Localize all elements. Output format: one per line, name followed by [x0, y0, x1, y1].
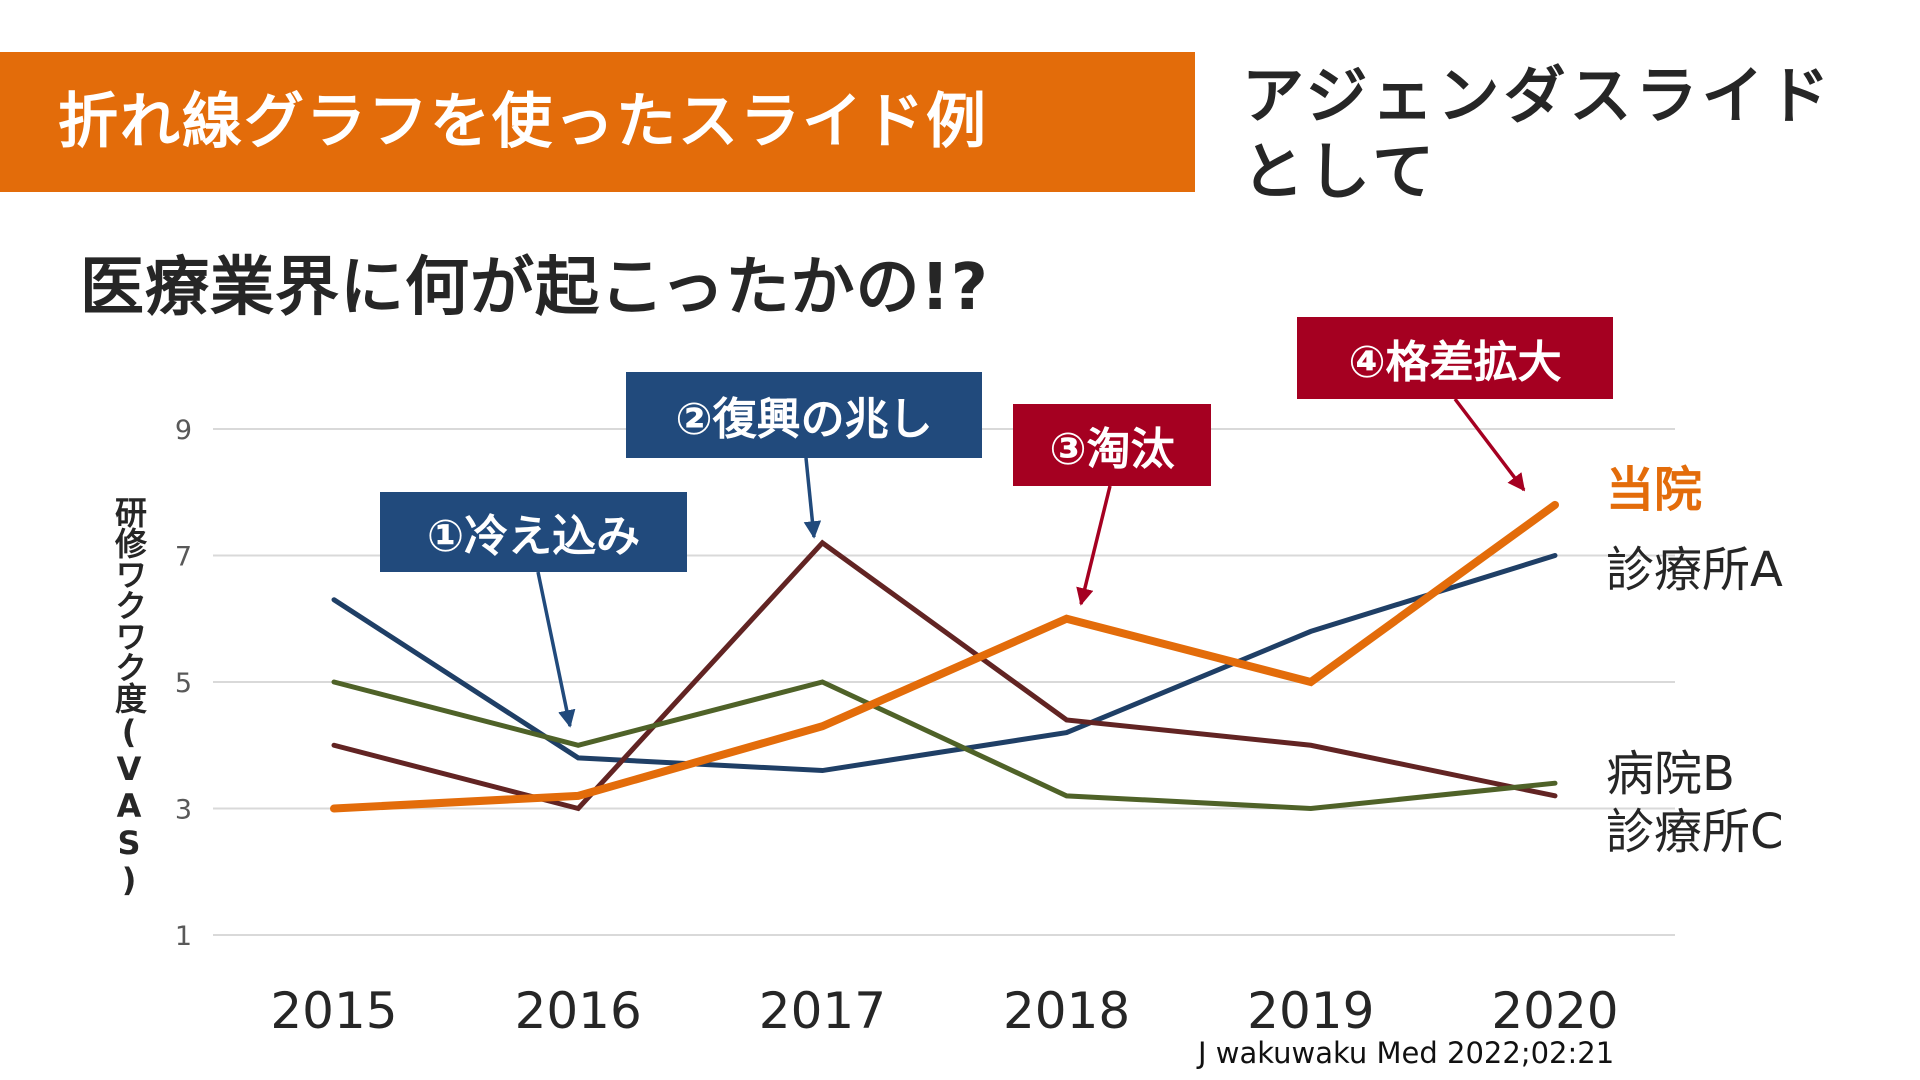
title-bar: 折れ線グラフを使ったスライド例	[0, 52, 1195, 192]
series-label-clinic-c: 診療所C	[1606, 804, 1784, 860]
annotation-arrow-3	[1076, 485, 1112, 606]
series-label-own-hospital: 当院	[1606, 462, 1703, 518]
annotation-arrow-1	[536, 571, 576, 728]
series-line-1	[331, 553, 1558, 774]
x-tick-label: 2015	[270, 982, 397, 1040]
source-citation: J wakuwaku Med 2022;02:21	[1198, 1036, 1615, 1070]
side-note-line-2: として	[1242, 135, 1439, 208]
annotation-gap-widening: ④格差拡大	[1297, 317, 1613, 399]
series-line-0	[330, 500, 1559, 813]
annotation-arrow-4	[1453, 397, 1526, 492]
y-tick-label: 3	[175, 795, 192, 826]
y-tick-label: 5	[175, 668, 192, 699]
y-tick-label: 9	[175, 415, 192, 446]
y-tick-label: 1	[175, 921, 192, 952]
annotation-selection: ③淘汰	[1013, 404, 1211, 486]
slide-title: 折れ線グラフを使ったスライド例	[58, 87, 988, 157]
series-label-hospital-b: 病院B	[1606, 746, 1735, 802]
series-label-clinic-a: 診療所A	[1606, 542, 1783, 598]
y-tick-label: 7	[175, 542, 192, 573]
annotation-arrow-2	[803, 457, 822, 539]
side-note-line-1: アジェンダスライド	[1242, 59, 1834, 132]
slide-subtitle: 医療業界に何が起こったかの!?	[80, 251, 989, 325]
x-tick-label: 2020	[1491, 982, 1618, 1040]
annotation-cooling: ①冷え込み	[380, 492, 687, 572]
series-line-3	[331, 679, 1558, 812]
annotation-recovery-sign: ②復興の兆し	[626, 372, 982, 458]
x-tick-label: 2016	[515, 982, 642, 1040]
x-tick-label: 2018	[1003, 982, 1130, 1040]
x-tick-label: 2019	[1247, 982, 1374, 1040]
side-note: アジェンダスライド として	[1242, 58, 1834, 210]
x-tick-label: 2017	[759, 982, 886, 1040]
y-axis-label: 研修ワクワク度(VAS)	[110, 496, 148, 898]
